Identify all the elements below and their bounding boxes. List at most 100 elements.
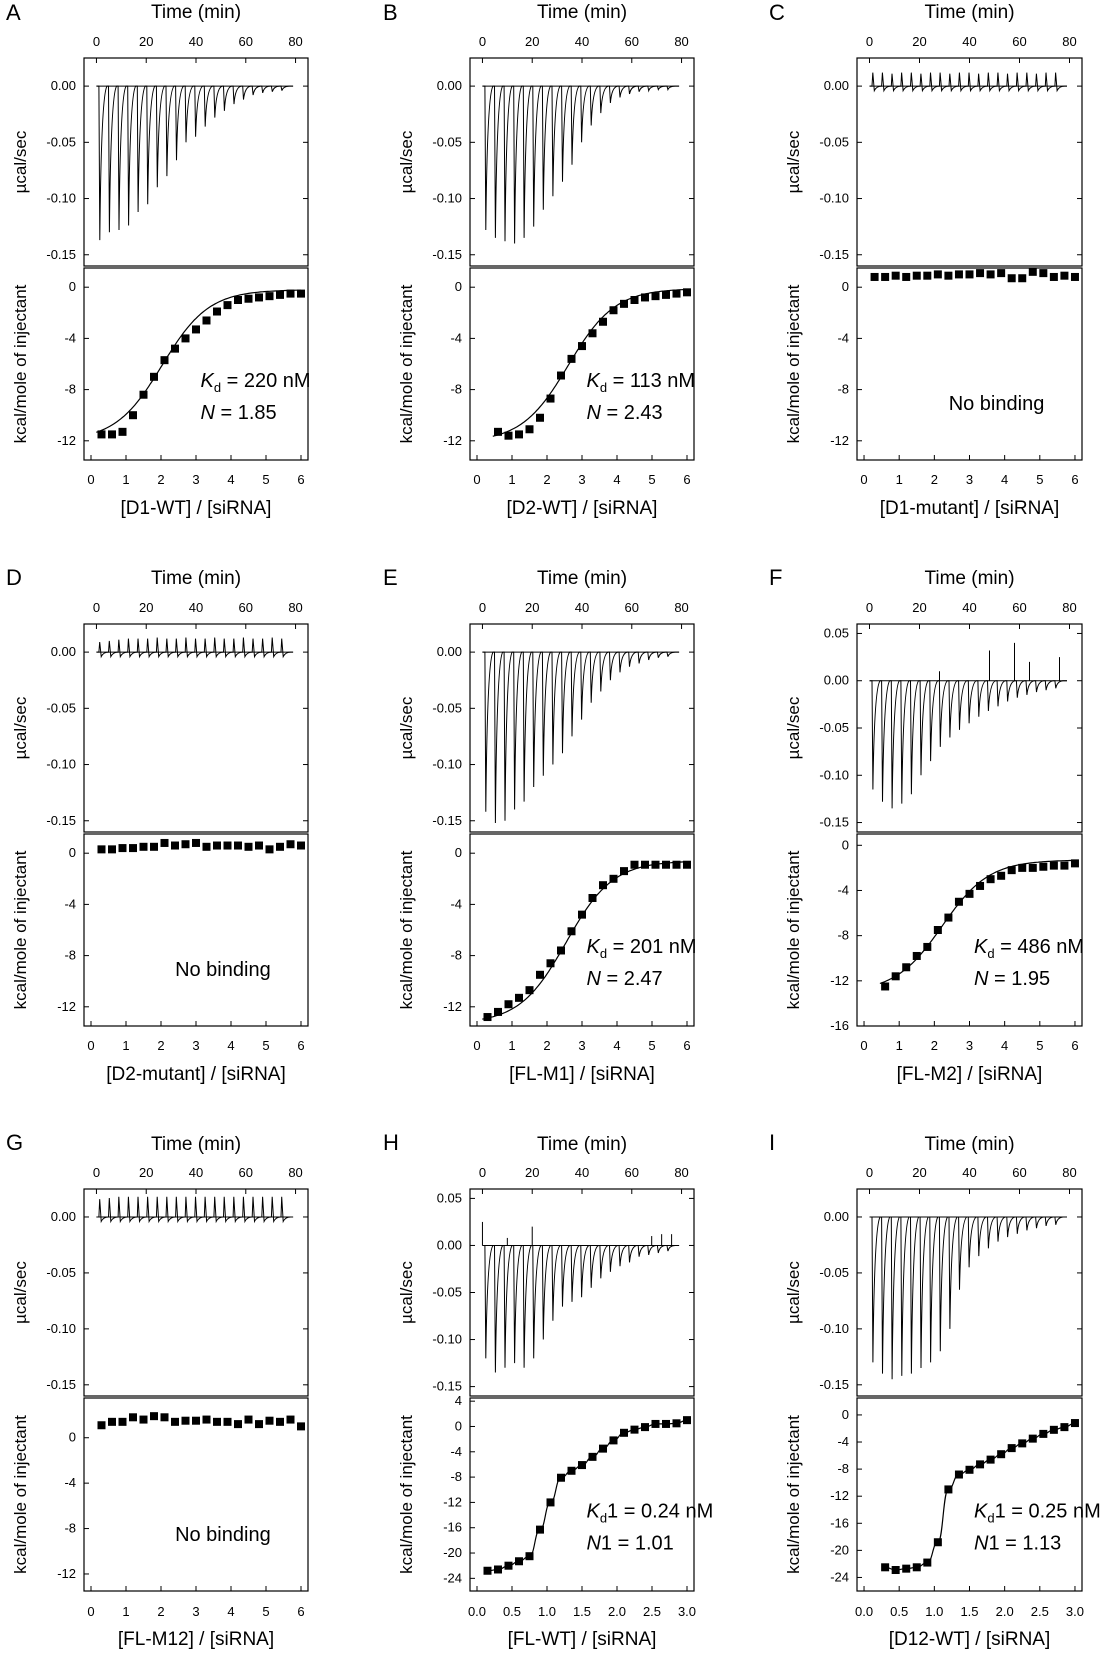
heat-tick-label: -4 [837,882,849,897]
isotherm-frame [856,833,1083,1027]
time-tick-label: 60 [1012,1165,1026,1180]
data-point [870,272,879,281]
data-point [202,1415,211,1424]
n-annotation: N = 2.47 [586,968,662,990]
data-point [912,1563,921,1572]
time-tick-label: 0 [93,600,100,615]
data-point [223,1417,232,1426]
ratio-axis-label: [D1-WT] / [siRNA] [121,498,272,519]
power-tick-label: -0.05 [46,1265,76,1280]
data-point [630,860,639,869]
heat-tick-label: -8 [837,928,849,943]
data-point [944,1485,953,1494]
data-point [265,1416,274,1425]
data-point [150,372,158,381]
data-point [578,1461,586,1470]
data-point [954,270,963,279]
heat-tick-label: -4 [837,1434,849,1449]
ratio-tick-label: 1 [122,1038,129,1053]
isotherm-frame [83,833,309,1027]
panel-letter: D [6,565,22,590]
data-point [588,1452,597,1461]
heat-tick-label: -12 [443,999,462,1014]
data-point [244,1415,253,1424]
ratio-tick-label: 2.5 [643,1604,661,1619]
ratio-tick-label: 4 [227,472,234,487]
ratio-tick-label: 2.0 [608,1604,626,1619]
data-point [1060,861,1069,870]
data-point [683,860,691,869]
time-tick-label: 60 [239,34,253,49]
data-point [1060,1423,1069,1432]
heat-tick-label: -8 [64,382,76,397]
ratio-tick-label: 0 [87,1604,94,1619]
data-point [139,1415,148,1424]
power-axis-label: µcal/sec [397,1261,416,1324]
data-point [515,993,523,1002]
data-point [1039,269,1048,278]
data-point [160,1413,169,1422]
thermogram: Time (min) 0 20 40 60 80 0.05 0.00 -0.05 -0.10 -0.… [397,1134,695,1397]
data-point [599,1444,607,1453]
data-point [891,1566,900,1575]
data-point [234,296,242,304]
power-tick-label: 0.00 [437,78,462,93]
heat-tick-label: -4 [64,896,76,911]
isotherm: 0.0 0.5 1.0 1.5 2.0 2.5 3.0 4 0 -4 -8 -12 -16 -20 -24 [… [397,1393,713,1650]
data-point [965,889,974,898]
no-binding-label: No binding [175,1524,271,1546]
data-point [1028,1434,1037,1443]
thermogram-trace [482,1245,680,1373]
heat-axis-label: kcal/mole of injectant [784,284,803,443]
time-tick-label: 20 [912,600,926,615]
data-point [912,951,921,960]
power-tick-label: -0.10 [819,191,849,206]
heat-tick-label: -12 [830,1488,849,1503]
time-tick-label: 20 [912,34,926,49]
data-point [515,1557,523,1566]
data-point [620,867,628,876]
ratio-tick-label: 1 [122,472,129,487]
ratio-tick-label: 2.5 [1031,1604,1049,1619]
panel-letter: H [383,1130,399,1155]
heat-tick-label: -4 [450,896,462,911]
time-tick-label: 40 [575,600,589,615]
ratio-tick-label: 2 [931,472,938,487]
power-tick-label: 0.00 [437,1237,462,1252]
data-point [504,431,513,440]
data-point [483,1013,492,1022]
panel-i: I Time (min)0 20 40 60 800.00-0.05-0.10-0.15µ… [769,1130,1100,1650]
data-point [609,1436,618,1445]
time-tick-label: 0 [93,1165,100,1180]
panel-h: H Time (min)0 20 40 60 800.050.00-0.05-0.10-0… [383,1130,713,1650]
time-tick-label: 0 [93,34,100,49]
heat-tick-label: -12 [443,433,462,448]
data-point [139,842,148,851]
ratio-tick-label: 6 [1071,472,1078,487]
ratio-tick-label: 0.0 [468,1604,486,1619]
data-point [286,840,295,849]
thermogram-trace [482,85,680,244]
thermogram-frame [469,623,695,833]
data-point [244,842,253,851]
thermogram: Time (min) 0 20 40 60 80 0.05 0.00 -0.05 -0.10 -0.… [784,568,1083,833]
heat-axis-label: kcal/mole of injectant [397,284,416,443]
thermogram-frame [856,623,1083,833]
heat-axis-label: kcal/mole of injectant [784,850,803,1009]
power-tick-label: -0.15 [432,813,462,828]
panel-letter: B [383,0,398,25]
data-point [494,1007,502,1016]
power-tick-label: -0.10 [46,1321,76,1336]
time-tick-label: 80 [288,600,302,615]
data-point [997,871,1006,880]
data-point [976,269,985,278]
power-tick-label: -0.10 [819,767,849,782]
data-point [150,842,158,851]
ratio-tick-label: 2 [543,1038,550,1053]
data-point [933,270,942,279]
data-point [108,845,116,854]
heat-tick-label: -8 [64,1521,76,1536]
power-axis-label: µcal/sec [11,696,30,759]
power-axis-label: µcal/sec [397,696,416,759]
ratio-tick-label: 2 [157,1038,164,1053]
